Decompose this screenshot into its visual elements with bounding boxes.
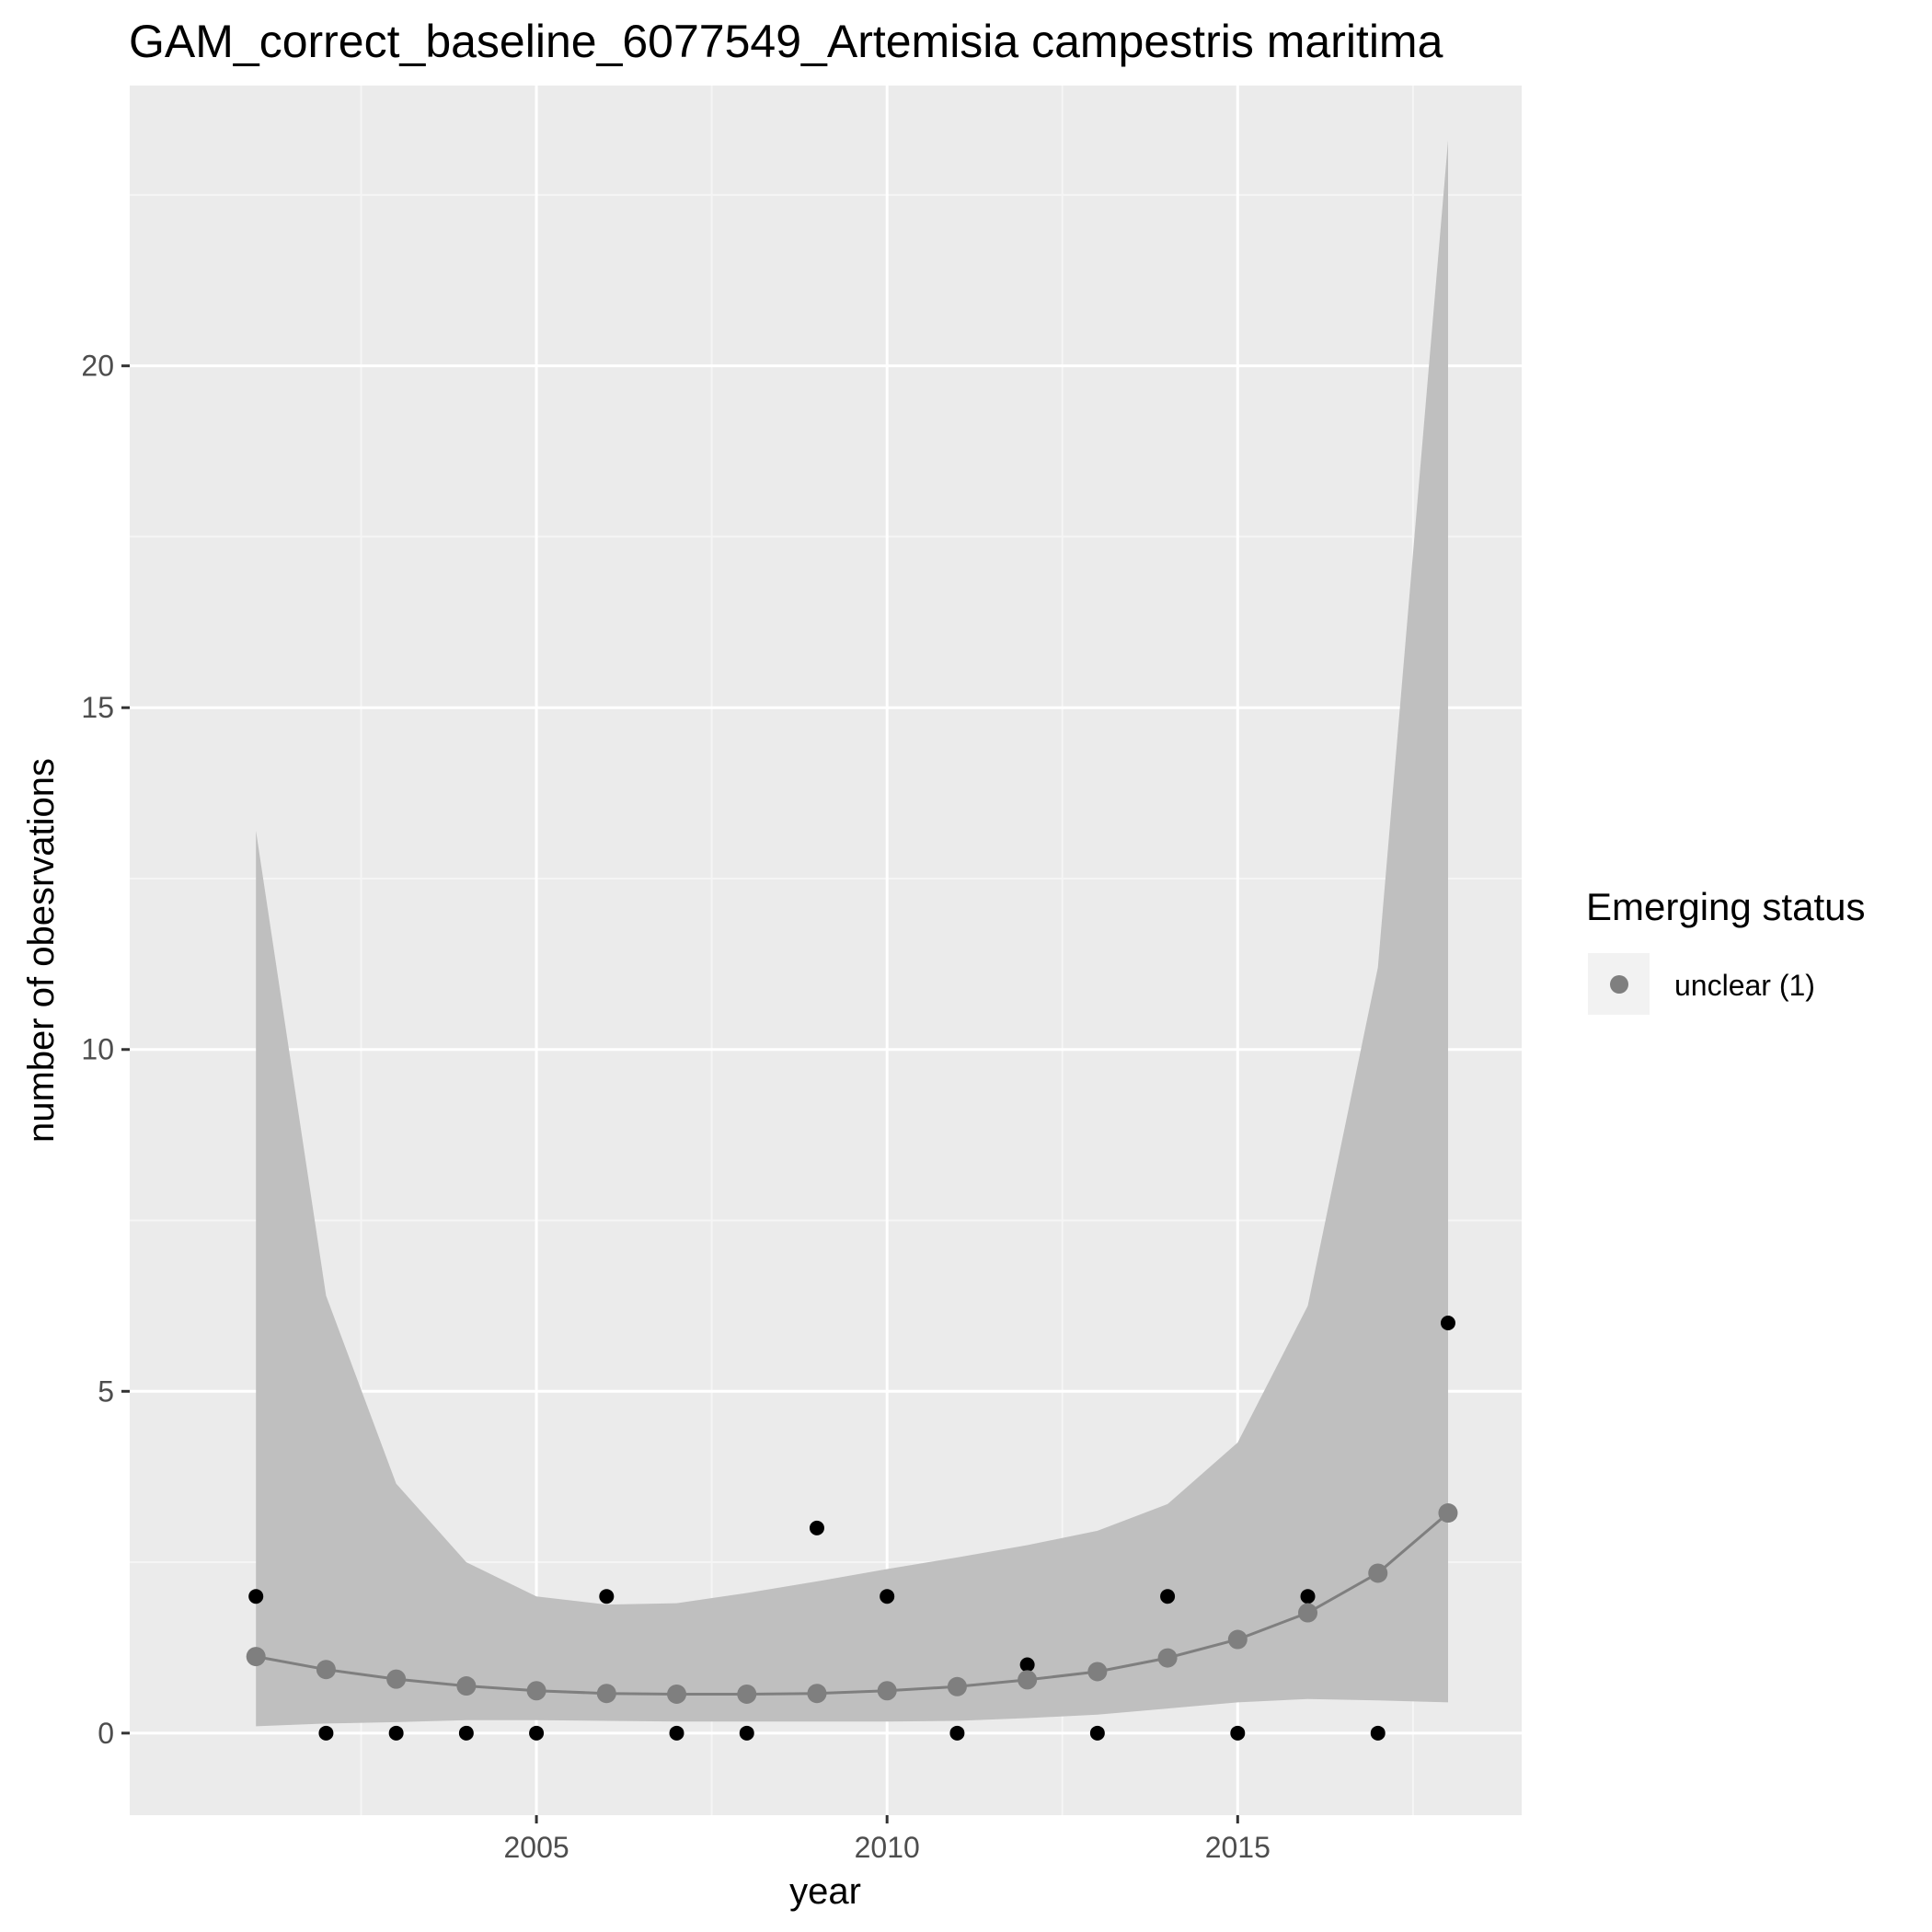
y-tick-label: 15 [81, 691, 114, 724]
x-tick-label: 2015 [1205, 1831, 1271, 1864]
fitted-points [246, 1503, 1458, 1704]
fitted-point [1298, 1603, 1318, 1623]
observed-point [318, 1725, 334, 1741]
fitted-point [1368, 1563, 1388, 1583]
fitted-point [667, 1684, 687, 1704]
y-tick-label: 5 [98, 1374, 114, 1408]
confidence-band [256, 140, 1449, 1727]
observed-point [248, 1589, 264, 1604]
observed-point [1160, 1589, 1176, 1604]
grid-minor [130, 86, 1522, 1815]
fitted-point [807, 1684, 827, 1704]
fitted-point [1438, 1503, 1458, 1524]
x-tick-label: 2010 [855, 1831, 920, 1864]
y-axis-ticks: 0 5 10 15 20 [81, 350, 130, 1750]
fitted-point [947, 1676, 967, 1696]
y-tick-label: 10 [81, 1033, 114, 1066]
legend-label: unclear (1) [1674, 969, 1815, 1002]
fitted-point [316, 1660, 336, 1680]
fitted-line-layer [255, 1512, 1449, 1696]
fitted-point [386, 1669, 407, 1689]
fitted-point [246, 1647, 266, 1667]
observed-points [248, 1315, 1455, 1741]
legend: Emerging status unclear (1) [1586, 885, 1865, 1015]
observed-point [739, 1725, 754, 1741]
observed-point [458, 1725, 474, 1741]
x-axis-ticks: 2005 2010 2015 [503, 1815, 1271, 1864]
y-axis-title: number of obesrvations [21, 758, 62, 1143]
x-axis-title: year [789, 1871, 861, 1912]
x-tick-label: 2005 [503, 1831, 569, 1864]
fitted-point [1227, 1629, 1248, 1650]
legend-key-point [1610, 975, 1628, 994]
fitted-point [456, 1676, 477, 1696]
observed-point [1230, 1725, 1246, 1741]
observed-point [1370, 1725, 1386, 1741]
confidence-ribbon [256, 140, 1449, 1727]
chart-title: GAM_correct_baseline_6077549_Artemisia c… [129, 16, 1443, 67]
fitted-point [877, 1681, 897, 1701]
fitted-point [596, 1684, 616, 1704]
observed-point [599, 1589, 615, 1604]
fitted-point [1157, 1648, 1178, 1668]
fitted-point [737, 1684, 757, 1704]
legend-title: Emerging status [1586, 885, 1865, 928]
observed-point [529, 1725, 545, 1741]
fitted-point [526, 1681, 546, 1701]
observed-point [388, 1725, 404, 1741]
observed-point [1019, 1657, 1035, 1673]
observed-point [1440, 1315, 1455, 1330]
observed-point [809, 1520, 824, 1535]
fitted-point [1018, 1670, 1038, 1690]
y-tick-label: 20 [81, 350, 114, 383]
observed-point [669, 1725, 684, 1741]
observed-point [1300, 1589, 1316, 1604]
observed-point [1089, 1725, 1105, 1741]
y-tick-label: 0 [98, 1717, 114, 1750]
fitted-point [1087, 1662, 1108, 1682]
observed-point [949, 1725, 965, 1741]
fitted-line [255, 1512, 1449, 1696]
observed-point [880, 1589, 895, 1604]
